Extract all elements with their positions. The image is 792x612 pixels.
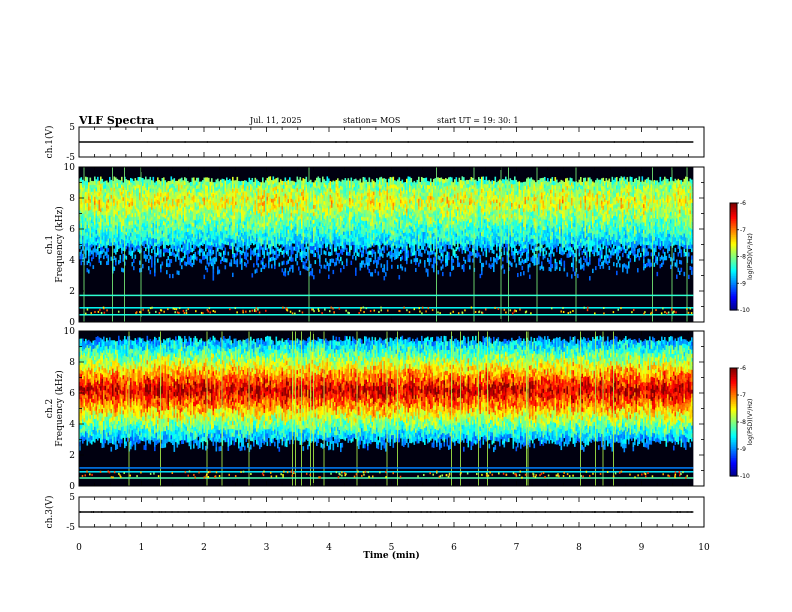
y-tick-label: 0: [69, 482, 75, 492]
colorbar-ch1: -6 -7 -8 -9 -10 log(PSD)(V²/Hz): [730, 200, 754, 314]
ch2-spectrogram-panel: 0 2 4 6 8 10 ch.2 Frequency (kHz): [45, 327, 704, 492]
y-tick-label: 10: [64, 327, 76, 337]
colorbar-tick-label: -6: [740, 365, 746, 372]
y-tick-label: -5: [66, 153, 75, 163]
y-tick-label: 5: [69, 493, 75, 503]
start-time-label: start UT = 19: 30: 1: [437, 116, 518, 125]
colorbar-tick-label: -10: [740, 473, 750, 480]
x-tick-label: 3: [264, 543, 270, 553]
y-tick-label: 2: [69, 451, 75, 461]
x-tick-label: 10: [698, 543, 710, 553]
colorbar-tick-label: -7: [740, 392, 746, 399]
colorbar-tick-label: -10: [740, 307, 750, 314]
date-label: Jul. 11, 2025: [249, 116, 302, 125]
chart-title: VLF Spectra: [78, 114, 154, 127]
station-label: station= MOS: [343, 116, 400, 125]
y-tick-label: 6: [69, 389, 75, 399]
y-tick-label: -5: [66, 523, 75, 533]
y-axis-label: ch.3(V): [44, 496, 55, 529]
colorbar-ch2: -6 -7 -8 -9 -10 log(PSD)(V²/Hz): [730, 365, 754, 480]
colorbar-tick-label: -9: [740, 446, 746, 453]
y-axis-label: ch.1(V): [44, 126, 55, 159]
y-tick-label: 6: [69, 225, 75, 235]
x-tick-label: 1: [139, 543, 145, 553]
x-tick-label: 7: [514, 543, 520, 553]
y-tick-label: 2: [69, 287, 75, 297]
colorbar-label: log(PSD)(V²/Hz): [747, 233, 754, 280]
colorbar-tick-label: -8: [740, 419, 746, 426]
y-tick-label: 8: [69, 358, 75, 368]
colorbar-tick-label: -6: [740, 200, 746, 207]
y-tick-label: 8: [69, 194, 75, 204]
y-tick-label: 4: [69, 256, 75, 266]
y-axis-label-frequency: Frequency (kHz): [54, 370, 65, 447]
ch1-waveform-panel: 5 -5 ch.1(V): [44, 123, 704, 163]
x-tick-label: 8: [576, 543, 582, 553]
colorbar-tick-label: -9: [740, 280, 746, 287]
colorbar-tick-label: -8: [740, 254, 746, 261]
ch3-waveform-panel: 5 -5 ch.3(V): [44, 493, 704, 533]
x-tick-label: 6: [451, 543, 457, 553]
x-tick-label: 4: [326, 543, 332, 553]
colorbar-label: log(PSD)(V²/Hz): [747, 399, 754, 446]
y-axis-label-frequency: Frequency (kHz): [54, 206, 65, 283]
y-tick-label: 10: [64, 163, 76, 173]
y-axis-label-channel: ch.2: [45, 399, 55, 418]
y-tick-label: 4: [69, 420, 75, 430]
x-tick-label: 9: [639, 543, 645, 553]
colorbar-tick-label: -7: [740, 227, 746, 234]
x-tick-label: 0: [76, 543, 82, 553]
y-tick-label: 5: [69, 123, 75, 133]
x-tick-label: 2: [201, 543, 207, 553]
x-axis-label: Time (min): [363, 550, 420, 561]
y-axis-label-channel: ch.1: [45, 235, 55, 254]
